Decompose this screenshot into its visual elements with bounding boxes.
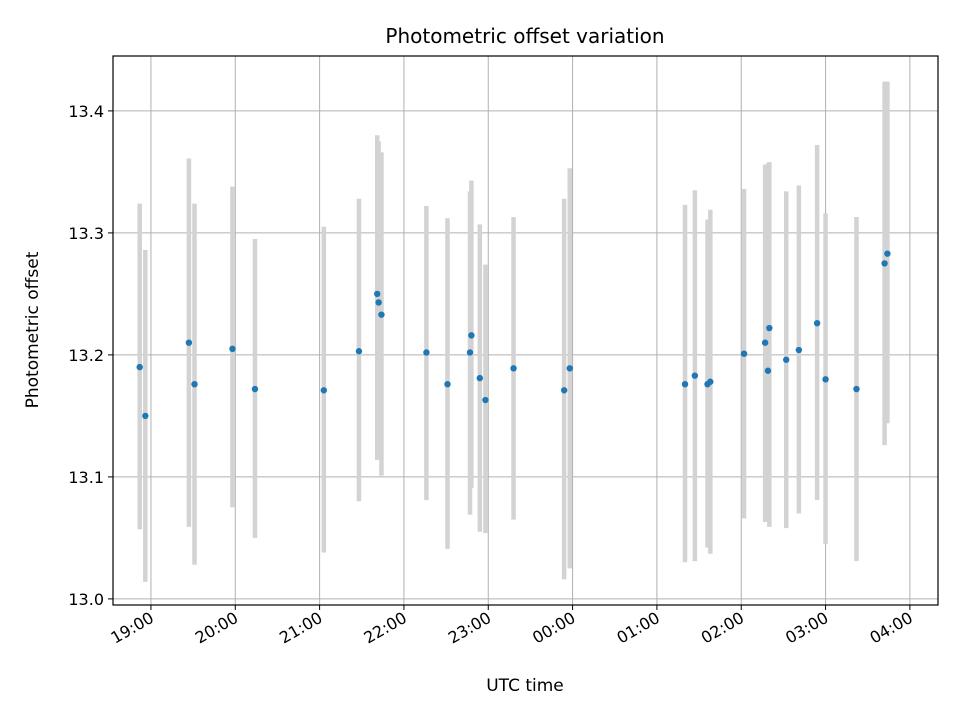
y-axis-title: Photometric offset: [23, 251, 43, 408]
data-point: [378, 311, 385, 318]
y-tick-label: 13.1: [68, 468, 104, 487]
y-tick-label: 13.0: [68, 590, 104, 609]
y-tick-label: 13.4: [68, 102, 104, 121]
data-point: [142, 412, 149, 420]
plot-frame: [112, 55, 939, 606]
data-point: [375, 299, 382, 306]
grid: [113, 56, 938, 605]
data-point: [783, 356, 790, 363]
data-point: [707, 378, 714, 385]
x-axis-title: UTC time: [486, 676, 564, 696]
data-point: [185, 339, 193, 346]
data-point: [482, 396, 489, 404]
data-point: [681, 380, 689, 388]
data-point: [510, 365, 517, 372]
data-point: [853, 385, 860, 393]
data-point: [766, 324, 773, 332]
data-point: [566, 365, 573, 372]
chart-title: Photometric offset variation: [385, 24, 664, 48]
y-tick-label: 13.3: [68, 224, 104, 243]
y-tick-label: 13.2: [68, 346, 104, 365]
data-point: [191, 380, 198, 388]
data-point: [476, 374, 484, 382]
data-point: [795, 346, 803, 354]
data-point: [136, 363, 143, 371]
data-points: [136, 250, 891, 420]
data-point: [374, 290, 381, 298]
data-point: [691, 372, 699, 379]
data-point: [229, 345, 236, 352]
data-point: [560, 387, 568, 394]
data-point: [761, 339, 769, 346]
data-point: [764, 367, 772, 374]
data-point: [251, 385, 259, 393]
y-axis-ticks: 13.0 13.1 13.2 13.3 13.4: [68, 102, 113, 609]
data-point: [884, 250, 891, 257]
data-point: [355, 348, 363, 355]
data-point: [813, 319, 821, 327]
data-point: [881, 260, 888, 267]
data-point: [444, 380, 451, 388]
data-point: [740, 350, 748, 357]
data-point: [423, 349, 430, 356]
data-point: [822, 376, 829, 383]
data-point: [468, 332, 475, 339]
data-point: [320, 387, 328, 394]
data-point: [466, 349, 474, 356]
